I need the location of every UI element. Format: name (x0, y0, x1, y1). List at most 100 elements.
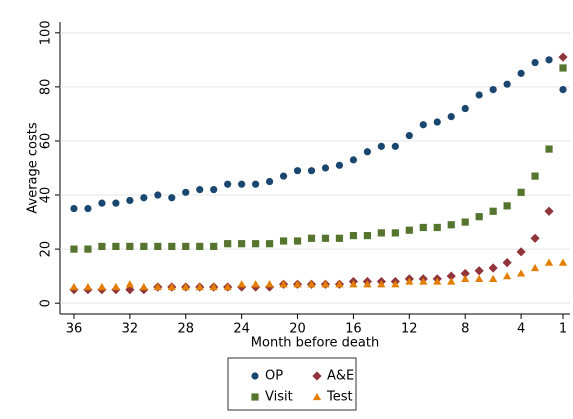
point (489, 207, 497, 215)
point (461, 274, 470, 282)
point (530, 263, 540, 272)
point (307, 234, 316, 242)
point (97, 282, 107, 291)
point (224, 240, 232, 248)
point (363, 148, 371, 156)
point (349, 156, 358, 164)
point (321, 280, 330, 288)
point (447, 221, 455, 229)
point (475, 213, 483, 221)
point (182, 242, 190, 251)
point (140, 242, 148, 251)
point (224, 180, 232, 188)
point (84, 245, 92, 253)
point (223, 282, 232, 291)
point (461, 218, 469, 226)
point (516, 269, 526, 277)
point (251, 280, 260, 288)
point (349, 280, 358, 288)
point (405, 226, 413, 234)
point (111, 282, 120, 291)
point (237, 280, 246, 288)
y-tick-label: 100 (39, 20, 54, 45)
point (530, 233, 540, 243)
point (517, 69, 525, 77)
point (307, 280, 316, 288)
point (167, 282, 176, 291)
point (544, 258, 554, 266)
point (279, 172, 288, 180)
point (474, 266, 484, 276)
point (265, 280, 274, 288)
point (503, 202, 511, 210)
point (195, 282, 204, 291)
point (502, 258, 512, 268)
point (112, 242, 120, 251)
point (544, 206, 554, 216)
point (335, 234, 344, 242)
point (377, 280, 386, 288)
point (363, 231, 371, 240)
point (489, 85, 497, 94)
point (405, 277, 414, 285)
point (293, 237, 302, 245)
y-axis-title: Average costs (26, 122, 41, 213)
point (84, 204, 92, 213)
point (279, 237, 288, 245)
plot-area (60, 22, 570, 314)
x-tick-label: 24 (233, 322, 250, 337)
point (475, 274, 484, 282)
point (98, 242, 106, 251)
point (112, 199, 120, 207)
point (447, 277, 456, 285)
point (377, 142, 385, 150)
point (279, 280, 288, 288)
y-tick-label: 0 (39, 299, 54, 307)
point (391, 142, 399, 150)
point (196, 242, 204, 251)
point (153, 282, 162, 291)
point (265, 177, 274, 186)
x-tick-label: 16 (345, 322, 362, 337)
point (168, 242, 176, 251)
point (181, 282, 190, 291)
x-tick-label: 32 (122, 322, 139, 337)
point (433, 277, 442, 285)
point (558, 258, 568, 266)
legend-label: OP (265, 369, 283, 384)
point (503, 80, 511, 88)
point (307, 167, 316, 175)
point (126, 242, 134, 251)
point (558, 52, 568, 62)
point (488, 263, 498, 273)
point (503, 272, 512, 280)
point (70, 204, 78, 213)
point (545, 56, 553, 64)
y-tick-label: 60 (39, 133, 54, 150)
legend-marker (312, 371, 322, 381)
legend (227, 357, 357, 411)
point (69, 282, 79, 291)
point (377, 229, 385, 237)
point (140, 194, 148, 202)
point (182, 188, 190, 196)
x-tick-label: 12 (401, 322, 418, 337)
point (419, 223, 427, 232)
point (293, 167, 302, 175)
x-tick-label: 36 (66, 322, 83, 337)
point (516, 247, 526, 257)
y-tick-label: 40 (39, 187, 54, 204)
point (349, 231, 358, 240)
point (125, 285, 135, 295)
point (139, 282, 148, 291)
point (293, 280, 302, 288)
point (517, 188, 525, 196)
x-tick-label: 8 (461, 322, 469, 337)
x-tick-label: 4 (517, 322, 525, 337)
point (210, 242, 218, 251)
point (405, 131, 413, 140)
point (447, 113, 455, 121)
point (83, 282, 93, 291)
point (475, 91, 483, 99)
